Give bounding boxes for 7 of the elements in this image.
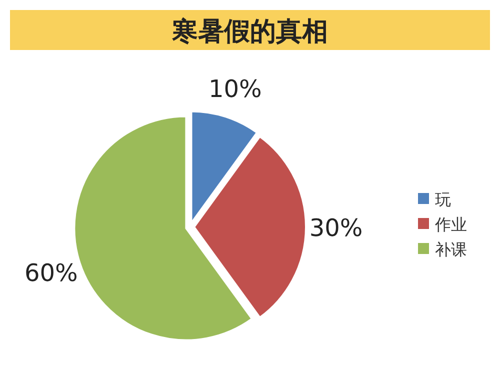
data-label: 30% (309, 214, 363, 242)
data-label: 60% (24, 259, 78, 288)
data-label: 10% (208, 75, 262, 104)
legend-label: 补课 (435, 240, 467, 259)
legend-label: 作业 (434, 215, 467, 234)
legend-label: 玩 (435, 190, 451, 209)
chart-title: 寒暑假的真相 (171, 17, 328, 47)
